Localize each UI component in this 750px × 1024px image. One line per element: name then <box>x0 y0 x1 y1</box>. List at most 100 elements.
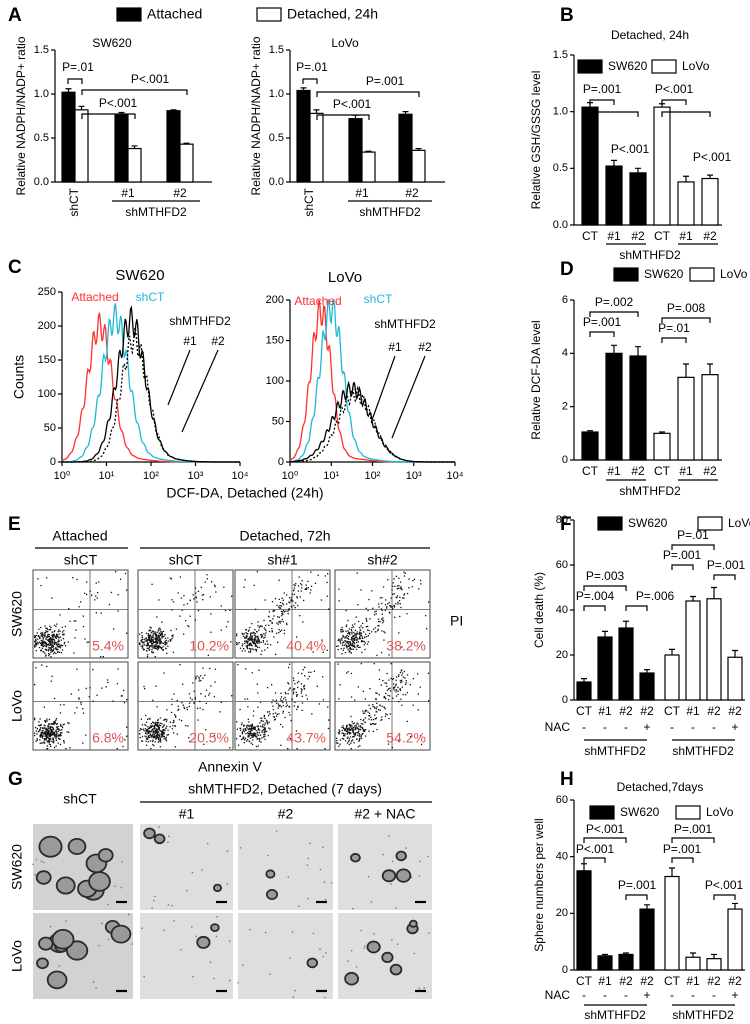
dot <box>96 597 98 599</box>
dot <box>200 693 202 695</box>
bar <box>653 432 671 461</box>
dot <box>55 652 57 655</box>
dot <box>183 633 185 635</box>
dot <box>281 618 283 621</box>
dot <box>400 669 403 671</box>
dot <box>242 635 245 637</box>
dot <box>362 640 364 643</box>
dot <box>44 728 46 730</box>
dot <box>155 636 157 638</box>
dot <box>373 706 376 708</box>
dot <box>163 731 165 733</box>
dot <box>389 612 391 614</box>
dot <box>359 725 362 727</box>
legend-swatch <box>577 59 603 74</box>
dot <box>349 733 351 735</box>
debris <box>107 903 109 906</box>
dot <box>353 736 355 738</box>
dot <box>248 725 251 727</box>
debris <box>427 855 429 858</box>
dot <box>52 723 55 725</box>
dot <box>55 634 58 637</box>
dot <box>46 627 48 629</box>
dot <box>155 637 157 640</box>
dot <box>269 728 271 730</box>
dot <box>347 671 349 673</box>
dot <box>247 648 249 650</box>
dot <box>303 686 305 688</box>
x-tick-label: #2 <box>631 464 645 478</box>
legend-label: Detached, 24h <box>287 6 378 22</box>
dot <box>400 681 402 684</box>
dot <box>285 705 287 708</box>
dot <box>44 739 46 741</box>
dot <box>244 637 246 639</box>
p-value: P=.001 <box>663 842 702 856</box>
percentage: 43.7% <box>286 730 326 746</box>
dot <box>152 642 155 644</box>
dot <box>156 725 159 727</box>
dot <box>348 651 350 653</box>
dot <box>161 647 163 649</box>
dot <box>48 723 50 725</box>
x-tick-label: #2 <box>640 704 654 718</box>
dot <box>152 647 154 649</box>
dot <box>352 626 355 628</box>
dot <box>254 629 256 631</box>
dot <box>293 593 295 596</box>
dot <box>48 718 51 721</box>
dot <box>60 652 63 654</box>
dot <box>49 649 51 651</box>
debris <box>410 876 413 878</box>
dot <box>34 636 36 638</box>
dot <box>406 613 408 615</box>
dot <box>51 729 53 731</box>
dot <box>56 623 58 625</box>
dot <box>355 639 357 641</box>
dot <box>249 730 251 733</box>
dot <box>80 703 82 705</box>
dot <box>41 635 44 637</box>
dot <box>379 704 381 706</box>
dot <box>354 633 356 635</box>
dot <box>393 578 395 580</box>
dot <box>161 632 163 634</box>
dot <box>188 737 190 739</box>
dots <box>336 663 430 750</box>
sphere <box>389 963 403 976</box>
dot <box>244 640 246 642</box>
dot <box>382 619 384 621</box>
dot <box>35 667 37 669</box>
dot <box>366 643 369 645</box>
dot <box>163 672 165 674</box>
chart-title: LoVo <box>328 269 362 286</box>
dot <box>381 602 383 605</box>
dot <box>166 734 168 736</box>
dot <box>387 579 389 581</box>
y-tick-label: 150 <box>38 354 56 366</box>
dot <box>318 703 320 705</box>
dot <box>281 700 283 702</box>
dot <box>171 637 173 640</box>
dot <box>347 736 349 738</box>
debris <box>242 964 244 966</box>
dot <box>378 678 381 681</box>
dot <box>152 732 154 734</box>
significance-bracket <box>671 544 715 550</box>
dot <box>45 627 47 629</box>
dot <box>268 611 271 613</box>
dot <box>155 685 157 687</box>
sphere <box>55 876 76 895</box>
percentage: 5.4% <box>92 638 124 654</box>
dot <box>86 581 88 583</box>
dot <box>161 635 163 638</box>
dot <box>74 637 76 639</box>
dot <box>196 601 198 603</box>
dot <box>351 629 353 632</box>
dot <box>147 726 149 728</box>
dot <box>38 636 41 638</box>
dot <box>358 646 360 648</box>
dot <box>174 725 176 727</box>
dot <box>337 639 339 642</box>
dot <box>59 647 62 649</box>
